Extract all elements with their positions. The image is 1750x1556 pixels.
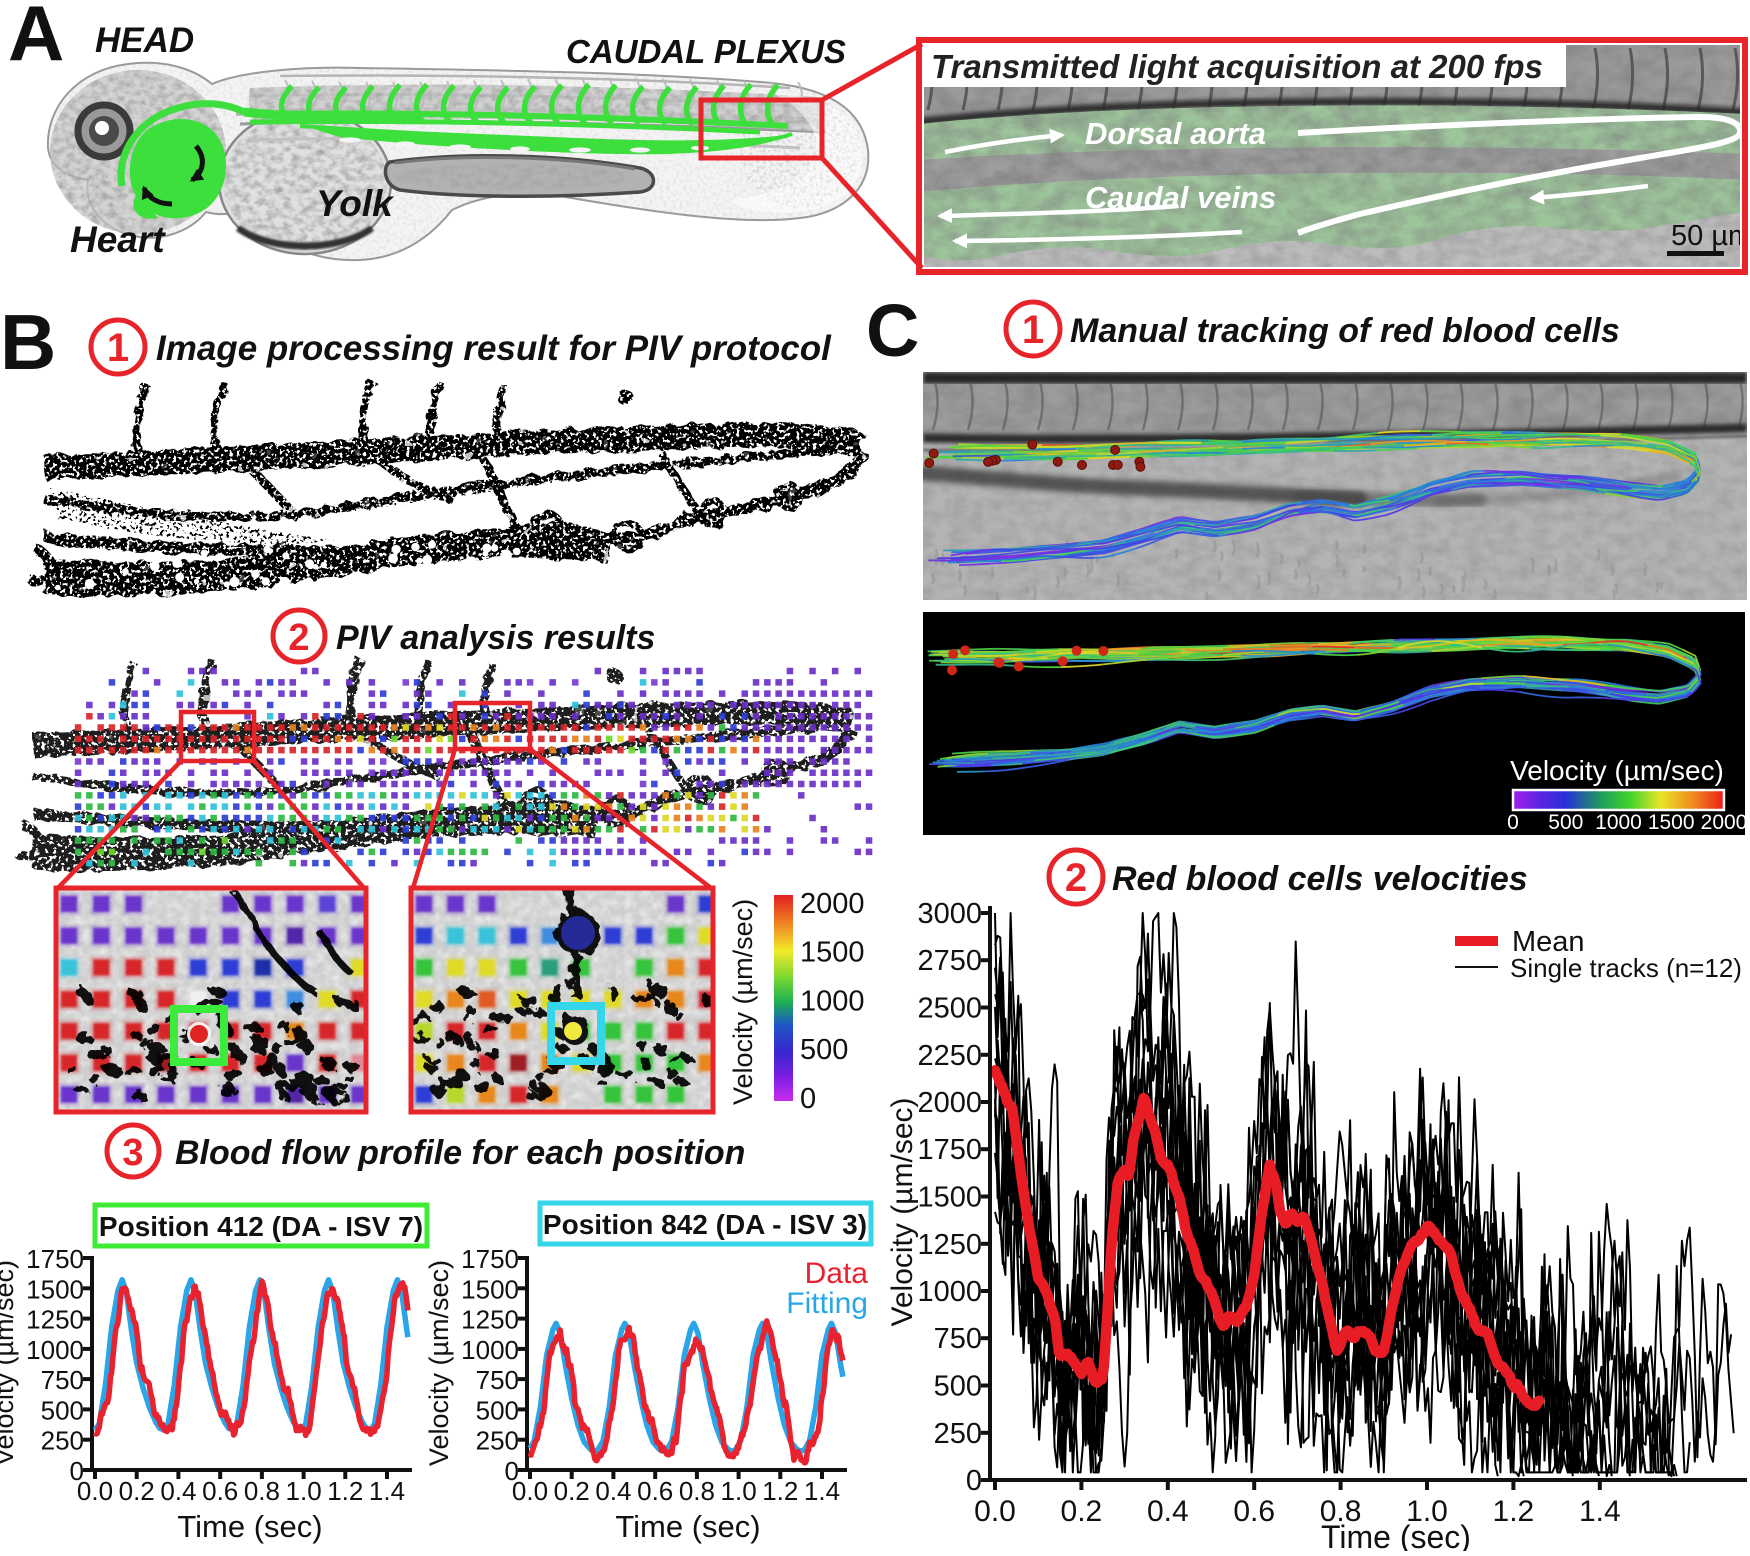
- svg-text:500: 500: [800, 1034, 848, 1066]
- svg-text:0.2: 0.2: [119, 1476, 155, 1506]
- svg-text:1750: 1750: [461, 1244, 519, 1274]
- svg-text:250: 250: [476, 1426, 519, 1456]
- svg-text:1.2: 1.2: [1493, 1495, 1535, 1528]
- svg-text:0: 0: [505, 1456, 519, 1486]
- svg-text:HEAD: HEAD: [95, 21, 194, 60]
- svg-text:0: 0: [966, 1465, 982, 1497]
- svg-text:1.0: 1.0: [286, 1476, 322, 1506]
- svg-text:2250: 2250: [917, 1040, 982, 1072]
- svg-text:1: 1: [1022, 308, 1044, 352]
- svg-text:3000: 3000: [917, 898, 982, 930]
- svg-text:Velocity (µm/sec): Velocity (µm/sec): [728, 899, 758, 1105]
- svg-text:B: B: [0, 298, 56, 386]
- svg-text:Fitting: Fitting: [786, 1287, 868, 1320]
- svg-text:1.4: 1.4: [804, 1476, 840, 1506]
- svg-text:0.8: 0.8: [679, 1476, 715, 1506]
- svg-text:Image processing result for PI: Image processing result for PIV protocol: [156, 329, 832, 368]
- svg-text:Velocity (µm/sec): Velocity (µm/sec): [0, 1260, 19, 1466]
- svg-text:Velocity (µm/sec): Velocity (µm/sec): [424, 1260, 454, 1466]
- svg-text:1750: 1750: [917, 1134, 982, 1166]
- svg-text:Manual tracking of red blood c: Manual tracking of red blood cells: [1070, 312, 1620, 350]
- svg-text:2: 2: [288, 617, 309, 659]
- svg-text:1: 1: [107, 326, 129, 370]
- svg-text:500: 500: [934, 1371, 982, 1403]
- svg-text:1.2: 1.2: [762, 1476, 798, 1506]
- svg-text:750: 750: [934, 1323, 982, 1355]
- svg-text:0.0: 0.0: [512, 1476, 548, 1506]
- svg-text:1.4: 1.4: [1579, 1495, 1621, 1528]
- svg-text:0.0: 0.0: [974, 1495, 1016, 1528]
- svg-text:500: 500: [1548, 811, 1583, 834]
- svg-text:2000: 2000: [917, 1087, 982, 1119]
- svg-text:Time (sec): Time (sec): [615, 1509, 760, 1544]
- svg-text:1.0: 1.0: [1406, 1495, 1448, 1528]
- svg-text:0.4: 0.4: [595, 1476, 631, 1506]
- svg-text:CAUDAL PLEXUS: CAUDAL PLEXUS: [566, 33, 846, 70]
- svg-text:1000: 1000: [1595, 811, 1642, 834]
- svg-text:0.8: 0.8: [1320, 1495, 1362, 1528]
- svg-text:250: 250: [41, 1426, 84, 1456]
- svg-text:Data: Data: [805, 1257, 869, 1290]
- svg-text:0.6: 0.6: [202, 1476, 238, 1506]
- svg-text:Heart: Heart: [70, 219, 166, 260]
- svg-text:2000: 2000: [800, 888, 865, 920]
- svg-text:1.0: 1.0: [721, 1476, 757, 1506]
- svg-text:1250: 1250: [461, 1305, 519, 1335]
- svg-text:1.4: 1.4: [369, 1476, 405, 1506]
- svg-text:Velocity (µm/sec): Velocity (µm/sec): [1510, 755, 1724, 786]
- svg-text:2500: 2500: [917, 993, 982, 1025]
- svg-text:1500: 1500: [461, 1274, 519, 1304]
- svg-text:1000: 1000: [26, 1335, 84, 1365]
- svg-text:2: 2: [1065, 856, 1087, 900]
- svg-text:0: 0: [1507, 811, 1519, 834]
- svg-text:0.8: 0.8: [244, 1476, 280, 1506]
- svg-text:0: 0: [70, 1456, 84, 1486]
- svg-text:2750: 2750: [917, 945, 982, 977]
- svg-text:Velocity (µm/sec): Velocity (µm/sec): [886, 1098, 919, 1327]
- svg-text:1750: 1750: [26, 1244, 84, 1274]
- svg-text:1500: 1500: [26, 1274, 84, 1304]
- svg-text:3: 3: [122, 1132, 143, 1174]
- svg-text:0: 0: [800, 1083, 816, 1115]
- svg-text:1000: 1000: [461, 1335, 519, 1365]
- svg-text:2000: 2000: [1701, 811, 1748, 834]
- svg-text:Time (sec): Time (sec): [1321, 1519, 1471, 1551]
- svg-text:Caudal veins: Caudal veins: [1085, 180, 1276, 215]
- svg-text:750: 750: [476, 1365, 519, 1395]
- svg-text:1500: 1500: [917, 1182, 982, 1214]
- svg-text:0.4: 0.4: [1147, 1495, 1189, 1528]
- svg-text:500: 500: [41, 1395, 84, 1425]
- svg-text:Mean: Mean: [1512, 926, 1585, 958]
- svg-text:Yolk: Yolk: [316, 183, 395, 224]
- svg-text:Blood flow profile for each po: Blood flow profile for each position: [175, 1134, 745, 1172]
- svg-text:1250: 1250: [917, 1229, 982, 1261]
- svg-text:0.0: 0.0: [77, 1476, 113, 1506]
- svg-text:0.6: 0.6: [637, 1476, 673, 1506]
- svg-text:A: A: [8, 0, 64, 77]
- svg-text:50 µm: 50 µm: [1671, 220, 1750, 252]
- svg-text:1000: 1000: [917, 1276, 982, 1308]
- svg-text:750: 750: [41, 1365, 84, 1395]
- svg-text:Transmitted light acquisition: Transmitted light acquisition at 200 fps: [931, 48, 1543, 85]
- svg-text:0.6: 0.6: [1233, 1495, 1275, 1528]
- svg-text:Time (sec): Time (sec): [177, 1509, 322, 1544]
- svg-text:1500: 1500: [1648, 811, 1695, 834]
- svg-text:Red blood cells velocities: Red blood cells velocities: [1112, 860, 1528, 898]
- svg-text:Position 842 (DA - ISV 3): Position 842 (DA - ISV 3): [543, 1209, 867, 1240]
- svg-text:0.2: 0.2: [554, 1476, 590, 1506]
- svg-text:1.2: 1.2: [327, 1476, 363, 1506]
- svg-text:Position 412 (DA - ISV 7): Position 412 (DA - ISV 7): [99, 1211, 423, 1242]
- svg-text:1000: 1000: [800, 985, 865, 1017]
- svg-text:0.2: 0.2: [1061, 1495, 1103, 1528]
- svg-text:Dorsal aorta: Dorsal aorta: [1085, 116, 1266, 151]
- svg-text:1250: 1250: [26, 1305, 84, 1335]
- svg-text:0.4: 0.4: [160, 1476, 196, 1506]
- svg-text:PIV analysis results: PIV analysis results: [336, 619, 655, 657]
- svg-text:Single tracks (n=12): Single tracks (n=12): [1510, 953, 1742, 983]
- svg-text:C: C: [866, 289, 919, 372]
- svg-text:1500: 1500: [800, 937, 865, 969]
- svg-text:500: 500: [476, 1395, 519, 1425]
- svg-text:250: 250: [934, 1418, 982, 1450]
